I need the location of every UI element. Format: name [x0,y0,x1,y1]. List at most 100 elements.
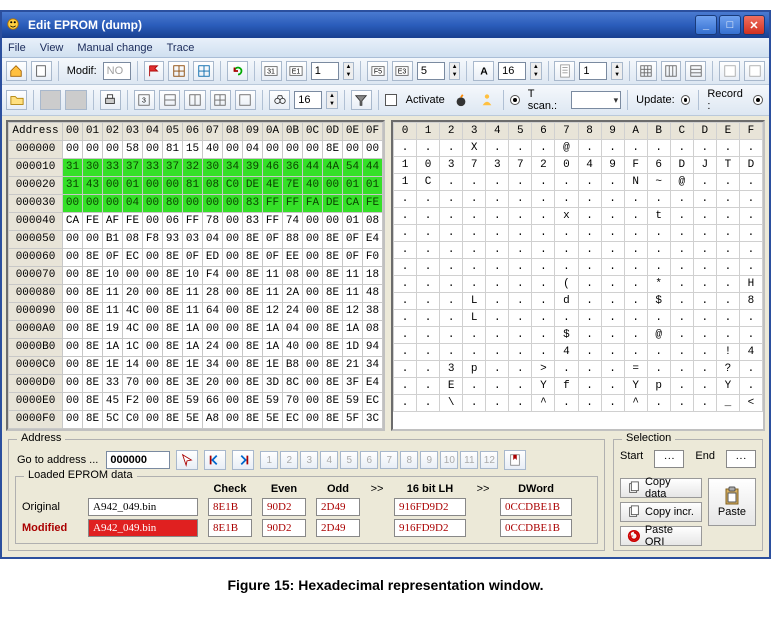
ascii-cell[interactable]: . [555,225,578,242]
hex-cell[interactable]: 33 [103,159,123,177]
ascii-cell[interactable]: . [555,259,578,276]
ascii-cell[interactable]: H [739,276,762,293]
hex-cell[interactable]: 8E [243,411,263,429]
hex-cell[interactable]: 1E [103,357,123,375]
ascii-cell[interactable]: . [647,140,670,157]
ascii-cell[interactable]: . [739,378,762,395]
hex-cell[interactable]: 04 [123,195,143,213]
ascii-cell[interactable]: . [578,191,601,208]
ascii-cell[interactable]: . [693,259,716,276]
view-2-icon[interactable] [159,90,180,110]
ascii-cell[interactable]: . [417,344,440,361]
hex-cell[interactable]: 00 [63,339,83,357]
modified-file[interactable]: A942_049.bin [88,519,198,537]
goto-slot-4[interactable]: 4 [320,451,338,469]
hex-cell[interactable]: 8E [83,339,103,357]
ascii-cell[interactable]: . [486,242,509,259]
ascii-cell[interactable]: . [739,242,762,259]
ascii-cell[interactable]: . [693,344,716,361]
ascii-cell[interactable]: . [532,293,555,310]
hex-cell[interactable]: 00 [143,411,163,429]
ascii-cell[interactable]: _ [716,395,739,412]
hex-cell[interactable]: 5E [183,411,203,429]
ascii-cell[interactable]: . [532,225,555,242]
ascii-cell[interactable]: E [440,378,463,395]
ascii-cell[interactable]: 3 [440,361,463,378]
ascii-cell[interactable]: . [693,208,716,225]
ascii-cell[interactable]: . [394,293,417,310]
copy-incr-button[interactable]: Copy incr. [620,502,702,522]
hex-cell[interactable]: 37 [123,159,143,177]
hex-cell[interactable]: 8E [83,249,103,267]
spin3-buttons[interactable]: ▲▼ [530,62,541,80]
ascii-cell[interactable]: . [555,174,578,191]
ascii-cell[interactable]: . [463,327,486,344]
hex-cell[interactable]: 8E [163,357,183,375]
hex-cell[interactable]: 00 [223,303,243,321]
ascii-cell[interactable]: \ [440,395,463,412]
ascii-cell[interactable]: . [509,327,532,344]
hex-cell[interactable]: 00 [143,141,163,159]
ascii-cell[interactable]: @ [647,327,670,344]
ascii-cell[interactable]: . [693,174,716,191]
ascii-cell[interactable]: . [486,310,509,327]
hex-cell[interactable]: 08 [363,321,383,339]
ascii-cell[interactable]: . [509,293,532,310]
ascii-cell[interactable]: 3 [440,157,463,174]
doc-icon[interactable] [31,61,52,81]
ascii-cell[interactable]: ^ [624,395,647,412]
arrow-1[interactable]: >> [370,483,384,495]
hex-cell[interactable]: C0 [223,177,243,195]
ascii-cell[interactable]: . [670,242,693,259]
hex-row[interactable]: 0000A0008E194C008E1A00008E1A04008E1A08 [9,321,383,339]
ascii-cell[interactable]: . [394,327,417,344]
ascii-cell[interactable]: . [739,191,762,208]
num-box-c-icon[interactable]: F5 [367,61,388,81]
hex-cell[interactable]: 8E [243,303,263,321]
hex-cell[interactable]: 45 [103,393,123,411]
binoculars-icon[interactable] [269,90,290,110]
hex-cell[interactable]: 59 [183,393,203,411]
hex-cell[interactable]: 00 [123,267,143,285]
hex-cell[interactable]: 00 [143,285,163,303]
goto-cursor-icon[interactable] [176,450,198,470]
gray-square-1[interactable] [40,90,61,110]
hex-cell[interactable]: 34 [223,159,243,177]
ascii-cell[interactable]: 1 [394,174,417,191]
ascii-cell[interactable]: . [532,344,555,361]
hex-cell[interactable]: 1D [343,339,363,357]
hex-cell[interactable]: 01 [343,177,363,195]
goto-slot-12[interactable]: 12 [480,451,498,469]
ascii-cell[interactable]: . [601,191,624,208]
ascii-cell[interactable]: . [716,276,739,293]
hex-row[interactable]: 0000500000B108F8930304008E0F88008E0FE4 [9,231,383,249]
hex-cell[interactable]: 34 [203,357,223,375]
hex-cell[interactable]: 37 [163,159,183,177]
ascii-cell[interactable]: . [509,208,532,225]
ascii-cell[interactable]: . [463,259,486,276]
tscan-radio[interactable] [510,95,520,105]
ascii-cell[interactable]: . [509,242,532,259]
hex-cell[interactable]: 66 [203,393,223,411]
hex-cell[interactable]: 00 [143,249,163,267]
hex-cell[interactable]: 4A [323,159,343,177]
hex-cell[interactable]: 54 [343,159,363,177]
hex-cell[interactable]: 8E [163,393,183,411]
hex-cell[interactable]: 00 [223,249,243,267]
ascii-cell[interactable]: . [693,140,716,157]
goto-slot-9[interactable]: 9 [420,451,438,469]
hex-cell[interactable]: 59 [343,393,363,411]
view-4-icon[interactable] [210,90,231,110]
hex-cell[interactable]: 0F [103,249,123,267]
ascii-cell[interactable]: > [532,361,555,378]
find-spin[interactable]: ▲▼ [326,91,338,109]
ascii-cell[interactable]: . [509,276,532,293]
hex-cell[interactable]: 18 [363,267,383,285]
menu-file[interactable]: File [8,42,26,54]
open-icon[interactable] [6,90,27,110]
hex-cell[interactable]: 93 [163,231,183,249]
hex-cell[interactable]: FE [363,195,383,213]
hex-cell[interactable]: 8E [323,321,343,339]
ascii-cell[interactable]: . [578,344,601,361]
hex-cell[interactable]: A8 [203,411,223,429]
